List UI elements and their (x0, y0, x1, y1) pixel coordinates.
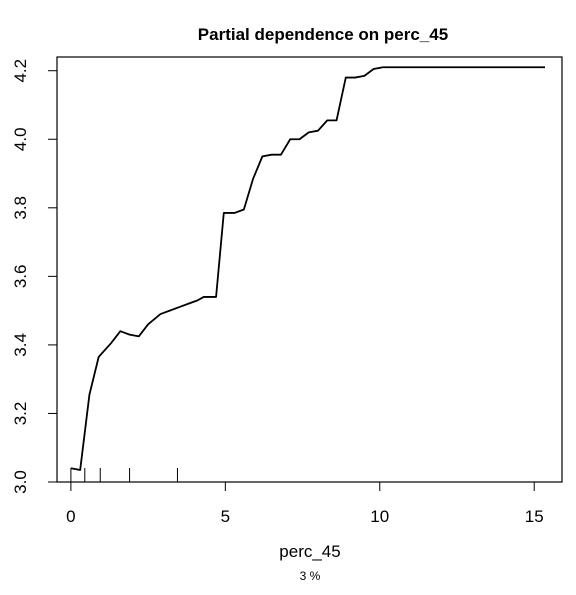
plot-area-border (56, 56, 563, 483)
partial-dependence-line (70, 66, 546, 471)
y-tick-label: 3.8 (11, 196, 30, 220)
y-tick-label: 4.0 (11, 127, 30, 151)
y-tick-label: 4.2 (11, 59, 30, 83)
x-tick-label: 5 (221, 507, 230, 526)
y-tick-label: 3.2 (11, 402, 30, 426)
y-tick-label: 3.0 (11, 470, 30, 494)
x-axis-label: perc_45 (279, 542, 340, 561)
y-tick-label: 3.4 (11, 333, 30, 357)
series-group (70, 66, 546, 471)
x-tick-label: 15 (525, 507, 544, 526)
y-tick-label: 3.6 (11, 265, 30, 289)
x-axis: 0 5 10 15 (66, 481, 544, 526)
x-tick-label: 0 (66, 507, 75, 526)
rug-marks (70, 468, 178, 482)
x-axis-sublabel: 3 % (300, 569, 321, 583)
chart-title: Partial dependence on perc_45 (198, 25, 448, 44)
y-axis: 3.0 3.2 3.4 3.6 3.8 4.0 4.2 (11, 59, 58, 494)
x-tick-label: 10 (370, 507, 389, 526)
